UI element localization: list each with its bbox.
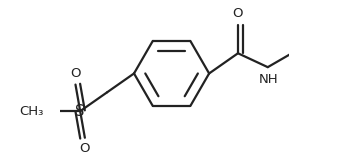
Text: NH: NH — [259, 73, 279, 86]
Text: O: O — [70, 67, 81, 80]
Text: O: O — [80, 142, 90, 155]
Text: O: O — [233, 7, 243, 20]
Text: CH₃: CH₃ — [19, 105, 44, 118]
Text: S: S — [76, 104, 85, 119]
